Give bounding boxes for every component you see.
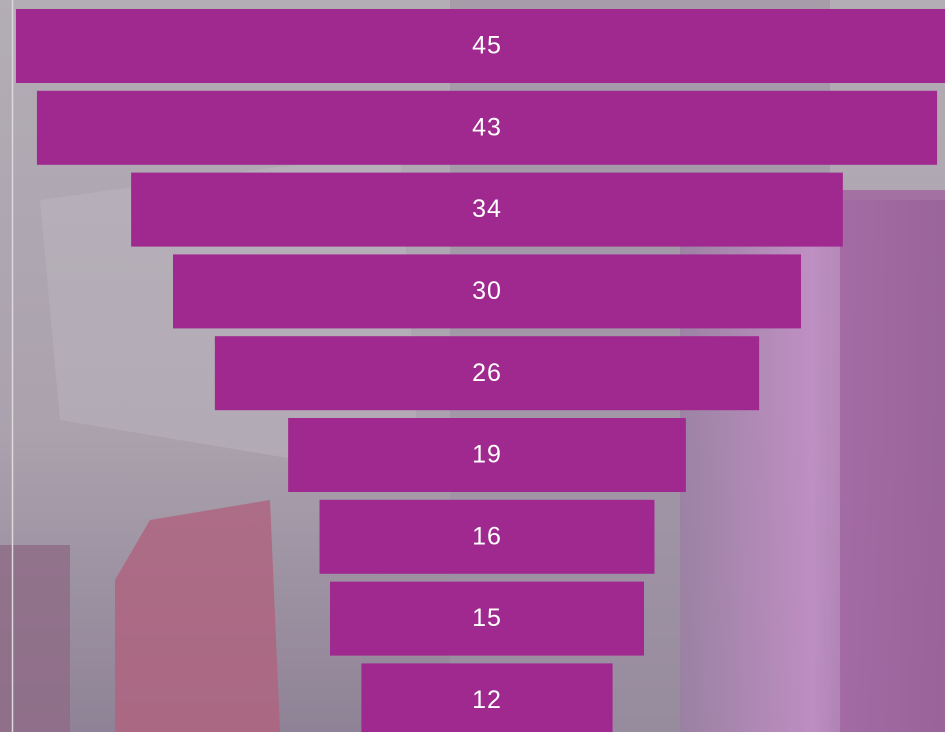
value-label: 15	[472, 604, 502, 632]
value-label: 26	[472, 359, 502, 387]
value-label: 34	[472, 195, 502, 223]
page: 454334302619161512 (() => { const data =…	[0, 0, 945, 732]
value-label: 16	[472, 522, 502, 550]
chart: 45 43 34 30 26 19 16 15 12	[0, 0, 945, 732]
value-label: 45	[472, 32, 502, 60]
value-label: 19	[472, 441, 502, 469]
value-label: 30	[472, 277, 502, 305]
value-label: 43	[472, 113, 502, 141]
value-label: 12	[472, 686, 502, 714]
